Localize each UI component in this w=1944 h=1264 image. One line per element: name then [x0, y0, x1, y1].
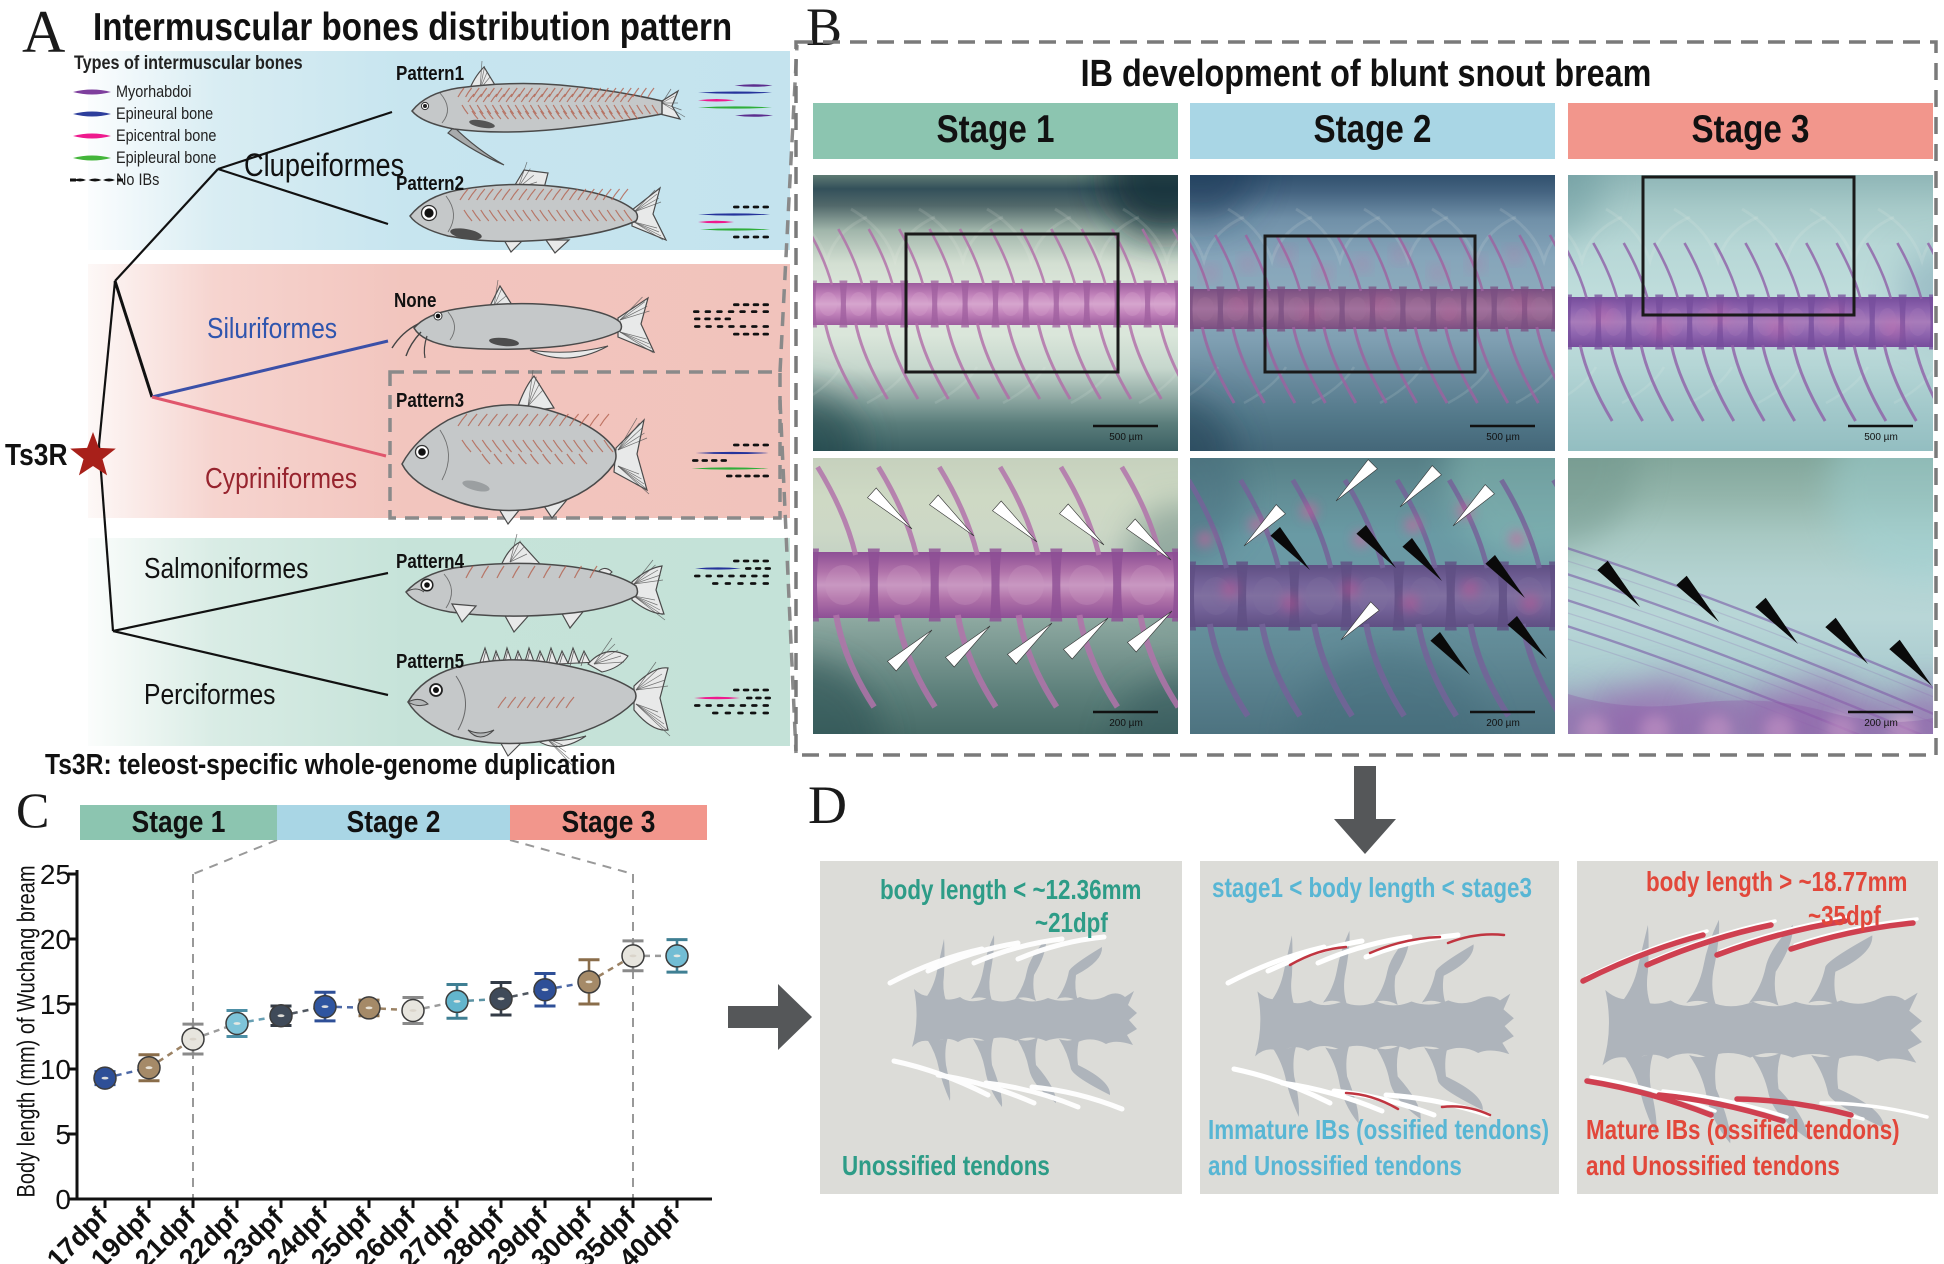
svg-text:25: 25 — [40, 859, 71, 890]
svg-text:10: 10 — [40, 1054, 71, 1085]
svg-text:500 µm: 500 µm — [1864, 432, 1898, 443]
svg-text:200 µm: 200 µm — [1486, 718, 1520, 729]
svg-text:5: 5 — [55, 1119, 71, 1150]
svg-text:20: 20 — [40, 924, 71, 955]
svg-text:500 µm: 500 µm — [1109, 432, 1143, 443]
svg-text:500 µm: 500 µm — [1486, 432, 1520, 443]
svg-text:15: 15 — [40, 989, 71, 1020]
svg-text:200 µm: 200 µm — [1864, 718, 1898, 729]
svg-text:0: 0 — [55, 1184, 71, 1215]
svg-text:200 µm: 200 µm — [1109, 718, 1143, 729]
